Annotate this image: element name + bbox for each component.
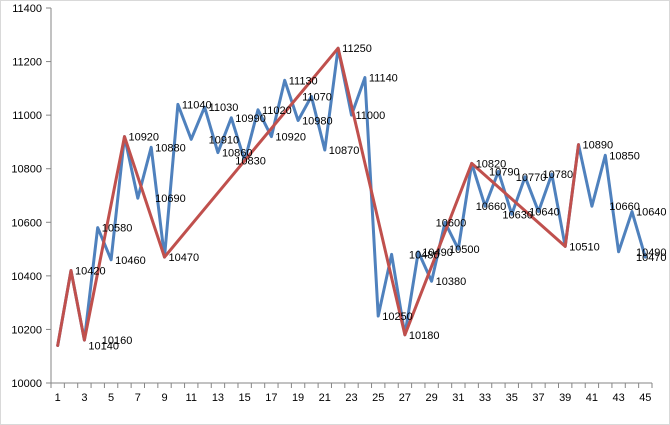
x-tick-label: 17 xyxy=(265,392,277,404)
x-tick-label: 23 xyxy=(345,392,357,404)
data-label: 11250 xyxy=(342,43,372,55)
data-label: 11070 xyxy=(302,91,332,103)
series-line-2 xyxy=(56,46,580,347)
x-tick-label: 15 xyxy=(239,392,251,404)
x-tick-label: 13 xyxy=(212,392,224,404)
y-tick-label: 10600 xyxy=(11,217,42,229)
data-label: 10140 xyxy=(88,341,119,353)
data-label: 11030 xyxy=(209,102,239,114)
data-label: 10600 xyxy=(436,217,467,229)
data-label: 10470 xyxy=(636,252,667,264)
x-tick-label: 21 xyxy=(319,392,331,404)
data-label: 10770 xyxy=(516,172,547,184)
data-label: 10250 xyxy=(382,311,413,323)
data-label: 10790 xyxy=(489,166,520,178)
y-tick-label: 11200 xyxy=(12,57,42,69)
data-label: 11140 xyxy=(369,73,398,85)
x-tick-label: 35 xyxy=(506,392,518,404)
y-tick-label: 10200 xyxy=(11,324,42,336)
data-label: 10910 xyxy=(209,134,240,146)
x-tick-label: 43 xyxy=(612,392,624,404)
axes: 10000 10200 10400 10600 10800 11000 11200 11400… xyxy=(11,3,653,404)
y-tick-label: 11000 xyxy=(12,110,42,122)
series-line-1 xyxy=(56,46,647,347)
data-label: 10470 xyxy=(169,252,200,264)
data-label: 10160 xyxy=(102,335,133,347)
data-label: 10690 xyxy=(155,193,186,205)
x-tick-label: 45 xyxy=(639,392,651,404)
x-tick-label: 25 xyxy=(372,392,384,404)
data-label: 10920 xyxy=(275,132,306,144)
x-tick-label: 37 xyxy=(532,392,544,404)
y-tick-label: 10800 xyxy=(11,164,42,176)
data-label: 10490 xyxy=(636,247,667,259)
data-label: 10490 xyxy=(422,247,453,259)
x-tick-label: 19 xyxy=(292,392,304,404)
x-tick-label: 1 xyxy=(55,392,61,404)
data-label: 10640 xyxy=(529,207,560,219)
x-tick-label: 29 xyxy=(426,392,438,404)
x-tick-label: 39 xyxy=(559,392,571,404)
data-label: 10500 xyxy=(449,244,480,256)
data-label: 10640 xyxy=(636,207,667,219)
data-label: 10920 xyxy=(128,132,159,144)
x-tick-label: 7 xyxy=(135,392,141,404)
data-label: 10660 xyxy=(609,201,640,213)
data-label: 10660 xyxy=(476,201,507,213)
data-label: 10630 xyxy=(502,209,533,221)
x-tick-label: 5 xyxy=(108,392,114,404)
y-tick-label: 11400 xyxy=(12,3,42,15)
x-tick-label: 9 xyxy=(161,392,167,404)
data-label: 10980 xyxy=(302,116,333,128)
data-label: 10820 xyxy=(476,158,507,170)
x-tick-label: 27 xyxy=(399,392,411,404)
data-label: 10860 xyxy=(222,148,253,160)
data-label: 10460 xyxy=(115,255,146,267)
data-label: 11000 xyxy=(356,110,386,122)
x-tick-label: 3 xyxy=(81,392,87,404)
data-label: 11130 xyxy=(289,75,318,87)
series-layer xyxy=(56,46,647,347)
data-label: 10880 xyxy=(155,142,186,154)
data-label: 10580 xyxy=(102,223,133,235)
y-tick-label: 10400 xyxy=(11,271,42,283)
data-label: 10830 xyxy=(235,156,266,168)
x-tick-label: 11 xyxy=(186,392,197,404)
y-tick-label: 10000 xyxy=(11,378,42,390)
x-tick-label: 31 xyxy=(452,392,464,404)
x-tick-label: 41 xyxy=(586,392,598,404)
data-label: 10480 xyxy=(409,249,440,261)
data-label: 10890 xyxy=(583,140,614,152)
x-tick-label: 33 xyxy=(479,392,491,404)
data-label: 11020 xyxy=(262,105,292,117)
data-label: 10510 xyxy=(569,241,600,253)
data-label: 10780 xyxy=(542,169,573,181)
data-label: 10990 xyxy=(235,113,266,125)
data-label: 11040 xyxy=(182,99,212,111)
data-label: 10870 xyxy=(329,145,360,157)
data-label: 10420 xyxy=(75,266,106,278)
data-label: 10850 xyxy=(609,150,640,162)
data-label: 10380 xyxy=(436,276,467,288)
data-label: 10180 xyxy=(409,330,440,342)
